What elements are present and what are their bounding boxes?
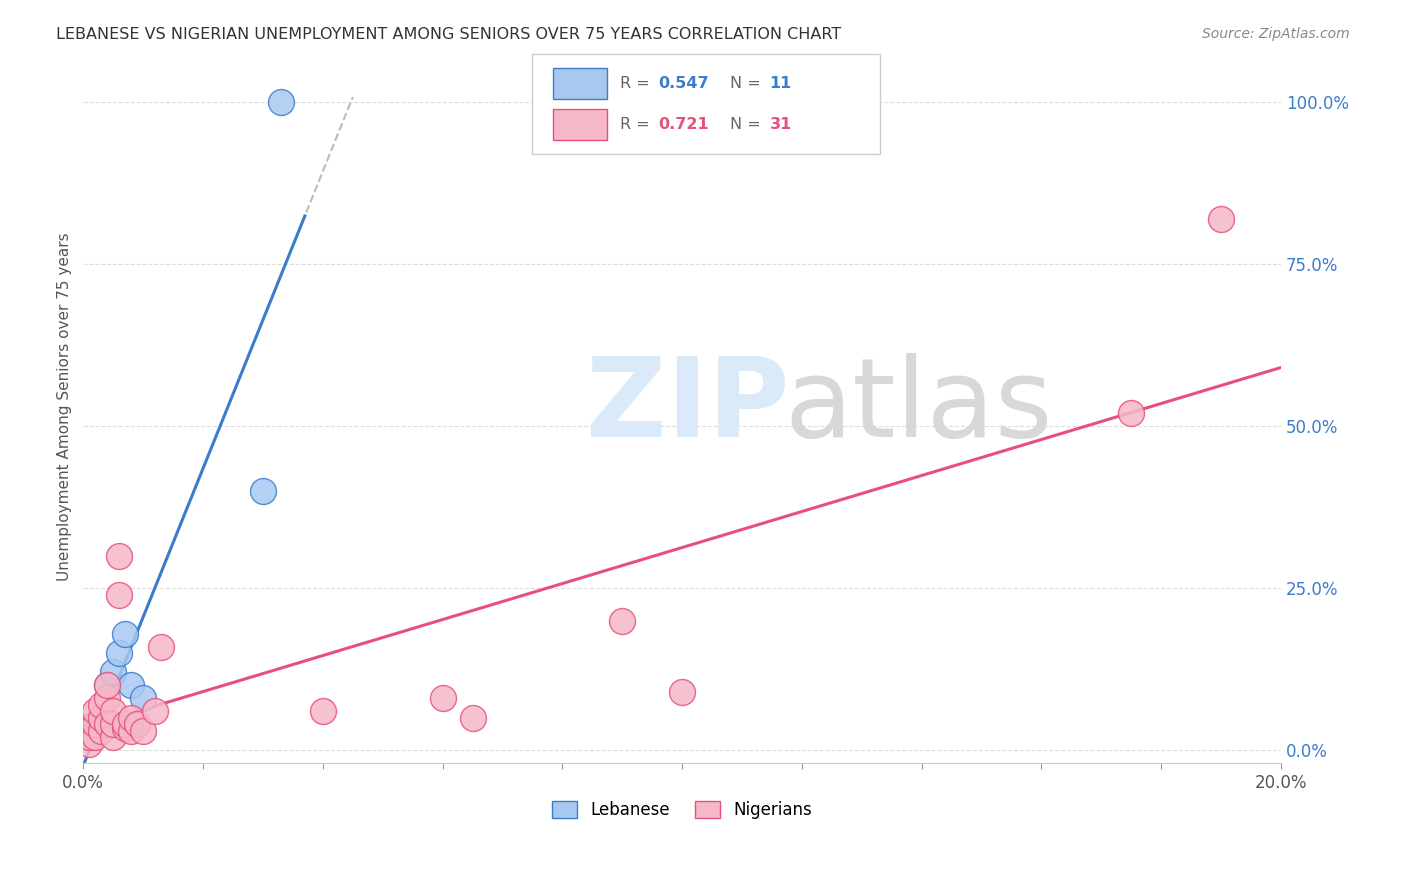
Point [108, 646, 131, 660]
Point [114, 717, 136, 731]
Bar [553, 68, 606, 99]
Point [77, 730, 100, 744]
Bar [553, 109, 606, 140]
Point [671, 685, 693, 699]
Point [432, 691, 454, 706]
Point [132, 723, 155, 738]
Point [90, 698, 112, 712]
Text: Source: ZipAtlas.com: Source: ZipAtlas.com [1202, 27, 1350, 41]
Point [114, 721, 136, 735]
Point [77, 737, 100, 751]
Point [96, 678, 118, 692]
Point [103, 704, 125, 718]
Point [1209, 212, 1232, 227]
Point [150, 640, 173, 654]
Text: LEBANESE VS NIGERIAN UNEMPLOYMENT AMONG SENIORS OVER 75 YEARS CORRELATION CHART: LEBANESE VS NIGERIAN UNEMPLOYMENT AMONG … [56, 27, 841, 42]
Point [127, 717, 149, 731]
Y-axis label: Unemployment Among Seniors over 75 years: Unemployment Among Seniors over 75 years [58, 233, 72, 582]
Point [84, 730, 107, 744]
Point [114, 626, 136, 640]
Point [103, 665, 125, 680]
Point [612, 614, 634, 628]
Point [77, 730, 100, 744]
Point [96, 717, 118, 731]
Point [120, 723, 142, 738]
Point [96, 691, 118, 706]
Text: 31: 31 [769, 117, 792, 132]
Point [1121, 406, 1143, 420]
Point [270, 95, 292, 110]
Text: atlas: atlas [785, 353, 1053, 460]
Legend: Lebanese, Nigerians: Lebanese, Nigerians [546, 795, 818, 826]
Point [90, 711, 112, 725]
Point [143, 704, 166, 718]
Text: R =: R = [620, 117, 655, 132]
Text: R =: R = [620, 76, 655, 91]
Point [96, 678, 118, 692]
Point [120, 711, 142, 725]
Text: 0.547: 0.547 [658, 76, 709, 91]
Text: N =: N = [730, 76, 766, 91]
Point [252, 484, 274, 499]
Text: 0.721: 0.721 [658, 117, 709, 132]
Point [120, 678, 142, 692]
Point [84, 704, 107, 718]
Point [312, 704, 335, 718]
Point [84, 717, 107, 731]
Text: N =: N = [730, 117, 766, 132]
Point [461, 711, 484, 725]
Point [132, 691, 155, 706]
Text: 11: 11 [769, 76, 792, 91]
Point [103, 730, 125, 744]
Point [84, 717, 107, 731]
Point [108, 549, 131, 563]
FancyBboxPatch shape [533, 54, 880, 154]
Point [90, 711, 112, 725]
Point [90, 723, 112, 738]
Text: ZIP: ZIP [586, 353, 790, 460]
Point [103, 717, 125, 731]
Point [108, 588, 131, 602]
